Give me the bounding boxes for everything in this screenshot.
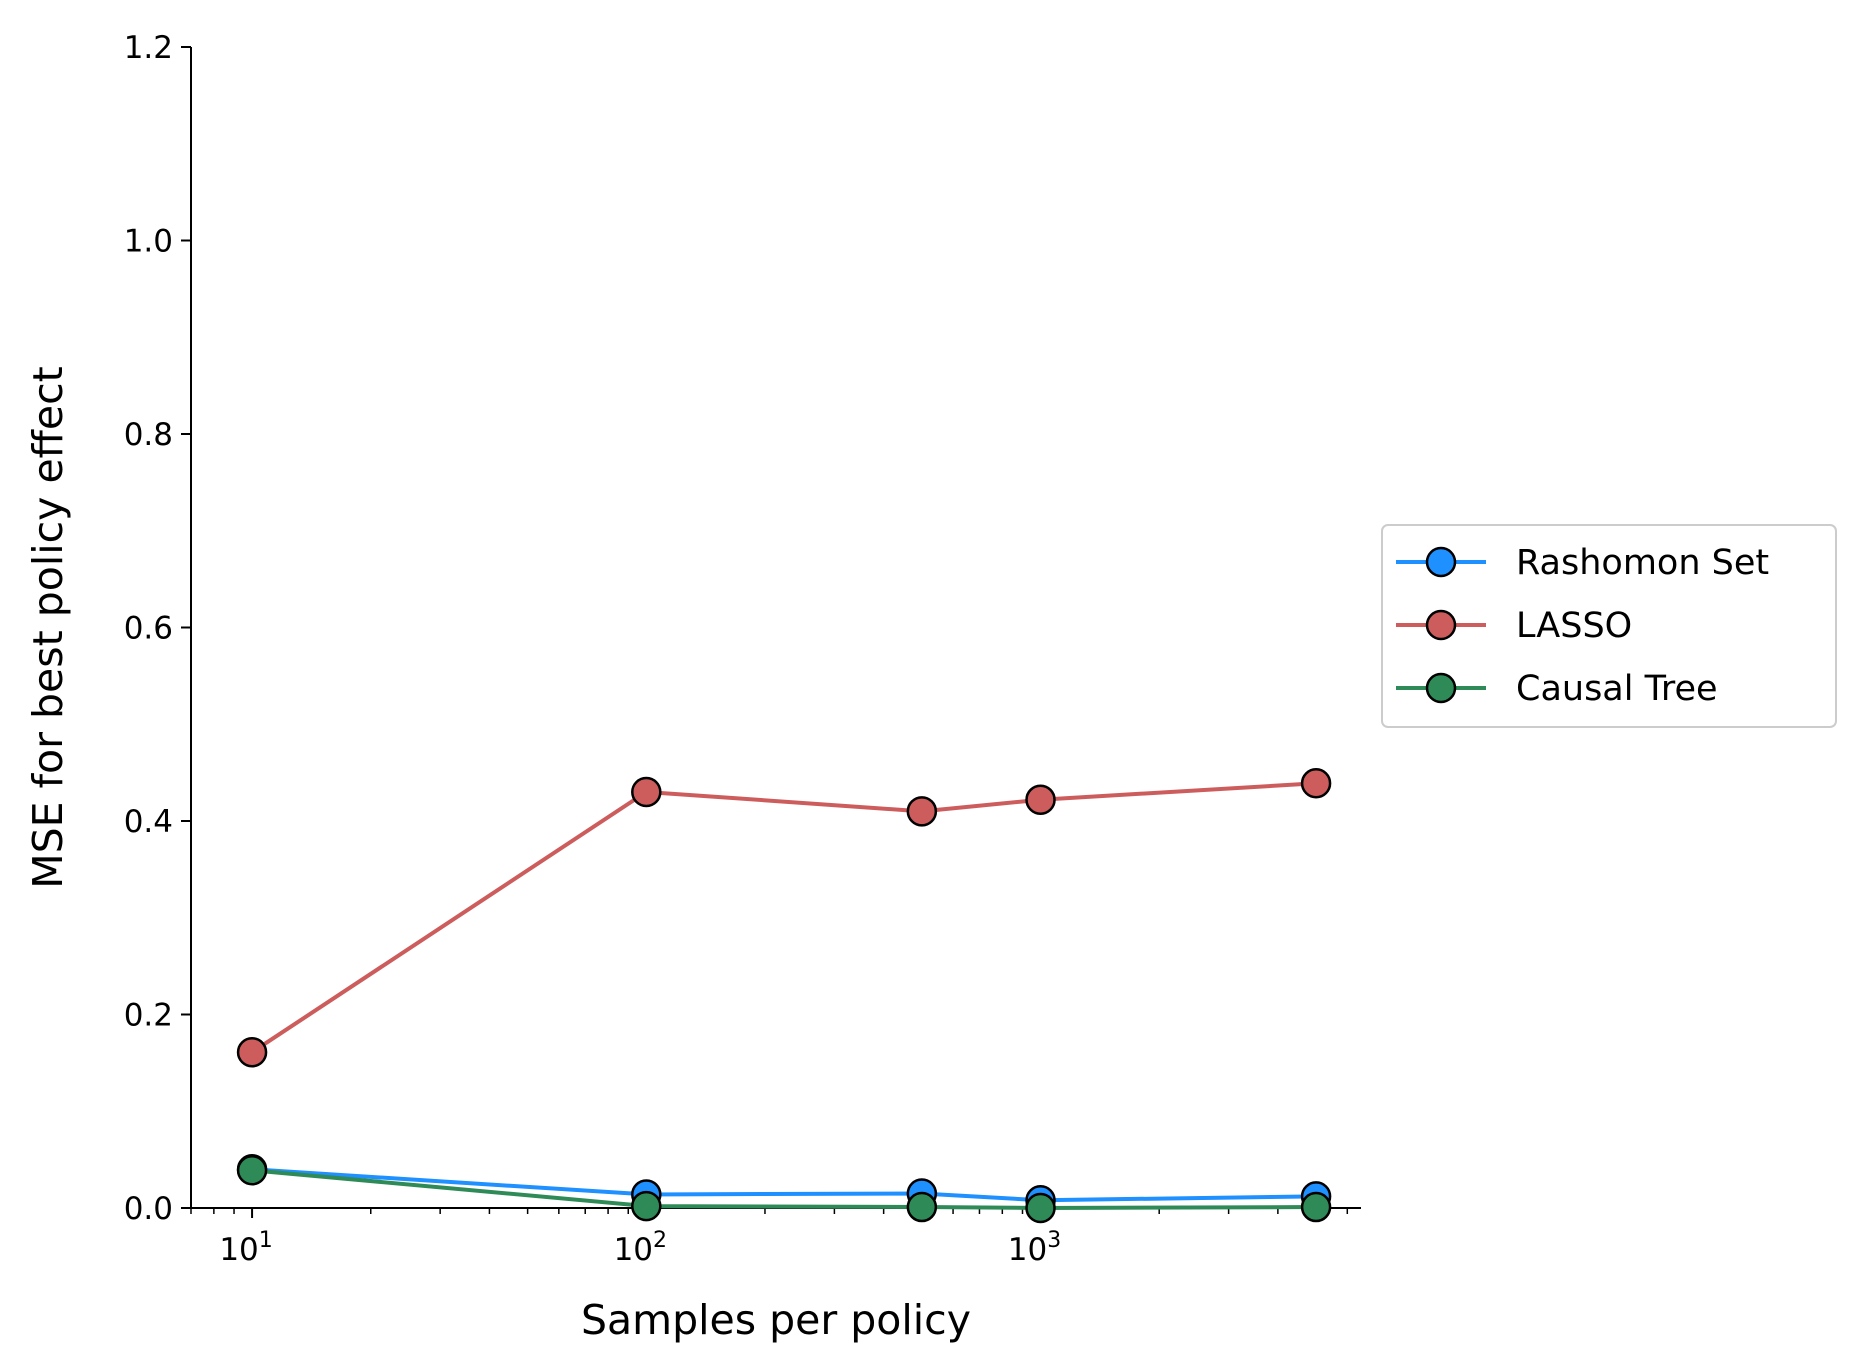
data-point-lasso xyxy=(236,1036,268,1068)
data-point-lasso xyxy=(906,796,938,827)
y-tick-label: 0.0 xyxy=(124,1191,173,1227)
x-tick-label: 102 xyxy=(614,1228,667,1268)
data-point-lasso xyxy=(1025,784,1056,815)
y-tick-label: 0.6 xyxy=(124,611,173,647)
legend-entry-lasso: LASSO xyxy=(1396,606,1632,646)
legend-label: LASSO xyxy=(1516,606,1632,646)
series-causal-tree xyxy=(236,1155,1332,1224)
data-point-lasso xyxy=(631,776,662,808)
series-line-causal-tree xyxy=(251,1168,1317,1210)
data-point-causal-tree xyxy=(906,1191,938,1223)
legend-marker xyxy=(1425,546,1457,578)
data-point-causal-tree xyxy=(631,1190,662,1222)
x-tick-label: 103 xyxy=(1008,1228,1061,1268)
legend: Rashomon Set LASSO Causal Tree xyxy=(1381,524,1837,728)
series-line-lasso xyxy=(250,781,1317,1054)
legend-frame xyxy=(1381,524,1837,728)
data-point-causal-tree xyxy=(236,1155,268,1186)
y-tick-label: 0.4 xyxy=(124,804,173,840)
y-tick-label: 0.2 xyxy=(124,998,173,1034)
x-axis-title: Samples per policy xyxy=(581,1296,971,1344)
data-point-causal-tree xyxy=(1300,1191,1332,1223)
y-tick-label: 1.0 xyxy=(124,224,173,260)
axes: 0.0 0.2 0.4 0.6 0.8 1.0 1.2 101 102 103 xyxy=(124,30,1361,1268)
data-point-causal-tree xyxy=(1025,1192,1056,1224)
legend-label: Causal Tree xyxy=(1516,669,1718,709)
y-tick-label: 0.8 xyxy=(124,417,173,453)
y-axis-title: MSE for best policy effect xyxy=(24,366,72,889)
series-layer xyxy=(236,768,1332,1224)
legend-entry-rashomon-set: Rashomon Set xyxy=(1396,543,1769,583)
x-tick-label: 101 xyxy=(219,1228,272,1268)
data-point-lasso xyxy=(1300,768,1332,799)
y-tick-label: 1.2 xyxy=(124,30,173,66)
legend-marker xyxy=(1425,672,1457,704)
legend-label: Rashomon Set xyxy=(1516,543,1769,583)
legend-marker xyxy=(1425,609,1457,641)
series-lasso xyxy=(236,768,1332,1068)
legend-entry-causal-tree: Causal Tree xyxy=(1396,669,1718,709)
